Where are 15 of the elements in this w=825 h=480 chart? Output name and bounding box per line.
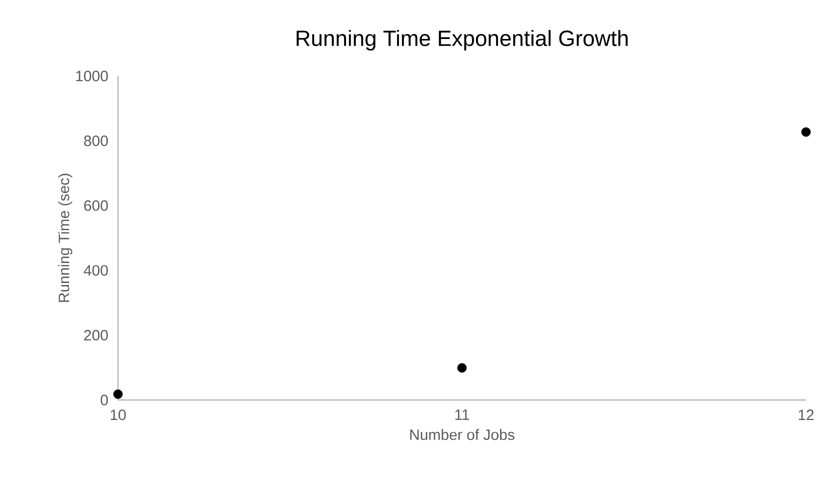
x-tick-label: 11 <box>455 410 470 420</box>
point <box>801 127 811 137</box>
y-tick-label: 0 <box>100 394 108 406</box>
x-tick-label: 12 <box>798 410 814 420</box>
y-tick-label: 1000 <box>76 70 108 82</box>
y-tick-label: 800 <box>84 135 108 146</box>
x-axis-title: Number of Jobs <box>410 429 514 440</box>
point <box>457 363 467 373</box>
x-tick-label: 10 <box>110 410 126 420</box>
y-tick-label: 200 <box>84 330 108 341</box>
y-tick-label: 600 <box>84 200 108 211</box>
point <box>113 389 123 399</box>
y-axis-title: Running Time (sec) <box>58 174 72 302</box>
y-tick-label: 400 <box>84 265 108 276</box>
chart-title: Running Time Exponential Growth <box>296 30 628 50</box>
